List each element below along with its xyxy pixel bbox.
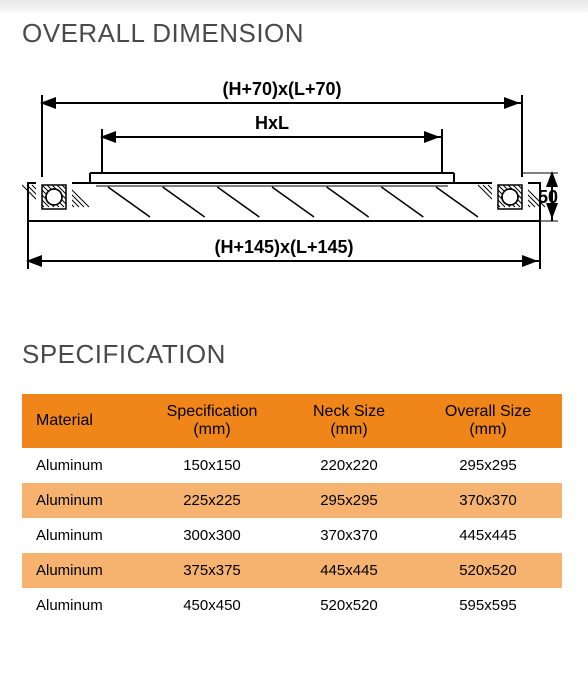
dimension-diagram: (H+70)x(L+70) HxL (H+145)x(L+145) 50 [22,73,560,283]
table-col-0: Material [22,394,140,448]
dim-label-mid: HxL [255,113,289,133]
table-cell: 295x295 [414,448,562,483]
table-cell: 295x295 [284,483,414,518]
table-cell: 520x520 [284,588,414,623]
table-col-1: Specification(mm) [140,394,284,448]
dim-label-bottom: (H+145)x(L+145) [214,237,353,257]
table-cell: Aluminum [22,518,140,553]
table-cell: 595x595 [414,588,562,623]
table-cell: 445x445 [414,518,562,553]
overall-dimension-heading: OVERALL DIMENSION [22,18,566,49]
dim-label-top: (H+70)x(L+70) [222,79,341,99]
dimension-svg: (H+70)x(L+70) HxL (H+145)x(L+145) 50 [22,73,560,283]
table-row: Aluminum225x225295x295370x370 [22,483,562,518]
table-cell: 445x445 [284,553,414,588]
table-header-row: MaterialSpecification(mm)Neck Size(mm)Ov… [22,394,562,448]
table-row: Aluminum450x450520x520595x595 [22,588,562,623]
top-gradient [0,0,588,12]
table-cell: 225x225 [140,483,284,518]
table-col-3: Overall Size(mm) [414,394,562,448]
table-cell: Aluminum [22,553,140,588]
table-cell: Aluminum [22,483,140,518]
table-cell: Aluminum [22,588,140,623]
table-cell: 220x220 [284,448,414,483]
specification-heading: SPECIFICATION [22,339,566,370]
table-row: Aluminum150x150220x220295x295 [22,448,562,483]
table-cell: 300x300 [140,518,284,553]
table-cell: 450x450 [140,588,284,623]
table-cell: 150x150 [140,448,284,483]
table-row: Aluminum300x300370x370445x445 [22,518,562,553]
table-row: Aluminum375x375445x445520x520 [22,553,562,588]
page-content: OVERALL DIMENSION (H+70)x(L+70) HxL (H+145… [0,0,588,623]
specification-table: MaterialSpecification(mm)Neck Size(mm)Ov… [22,394,562,623]
dim-label-height: 50 [538,187,558,207]
table-cell: 375x375 [140,553,284,588]
table-col-2: Neck Size(mm) [284,394,414,448]
table-cell: 370x370 [284,518,414,553]
table-cell: Aluminum [22,448,140,483]
table-cell: 520x520 [414,553,562,588]
table-cell: 370x370 [414,483,562,518]
